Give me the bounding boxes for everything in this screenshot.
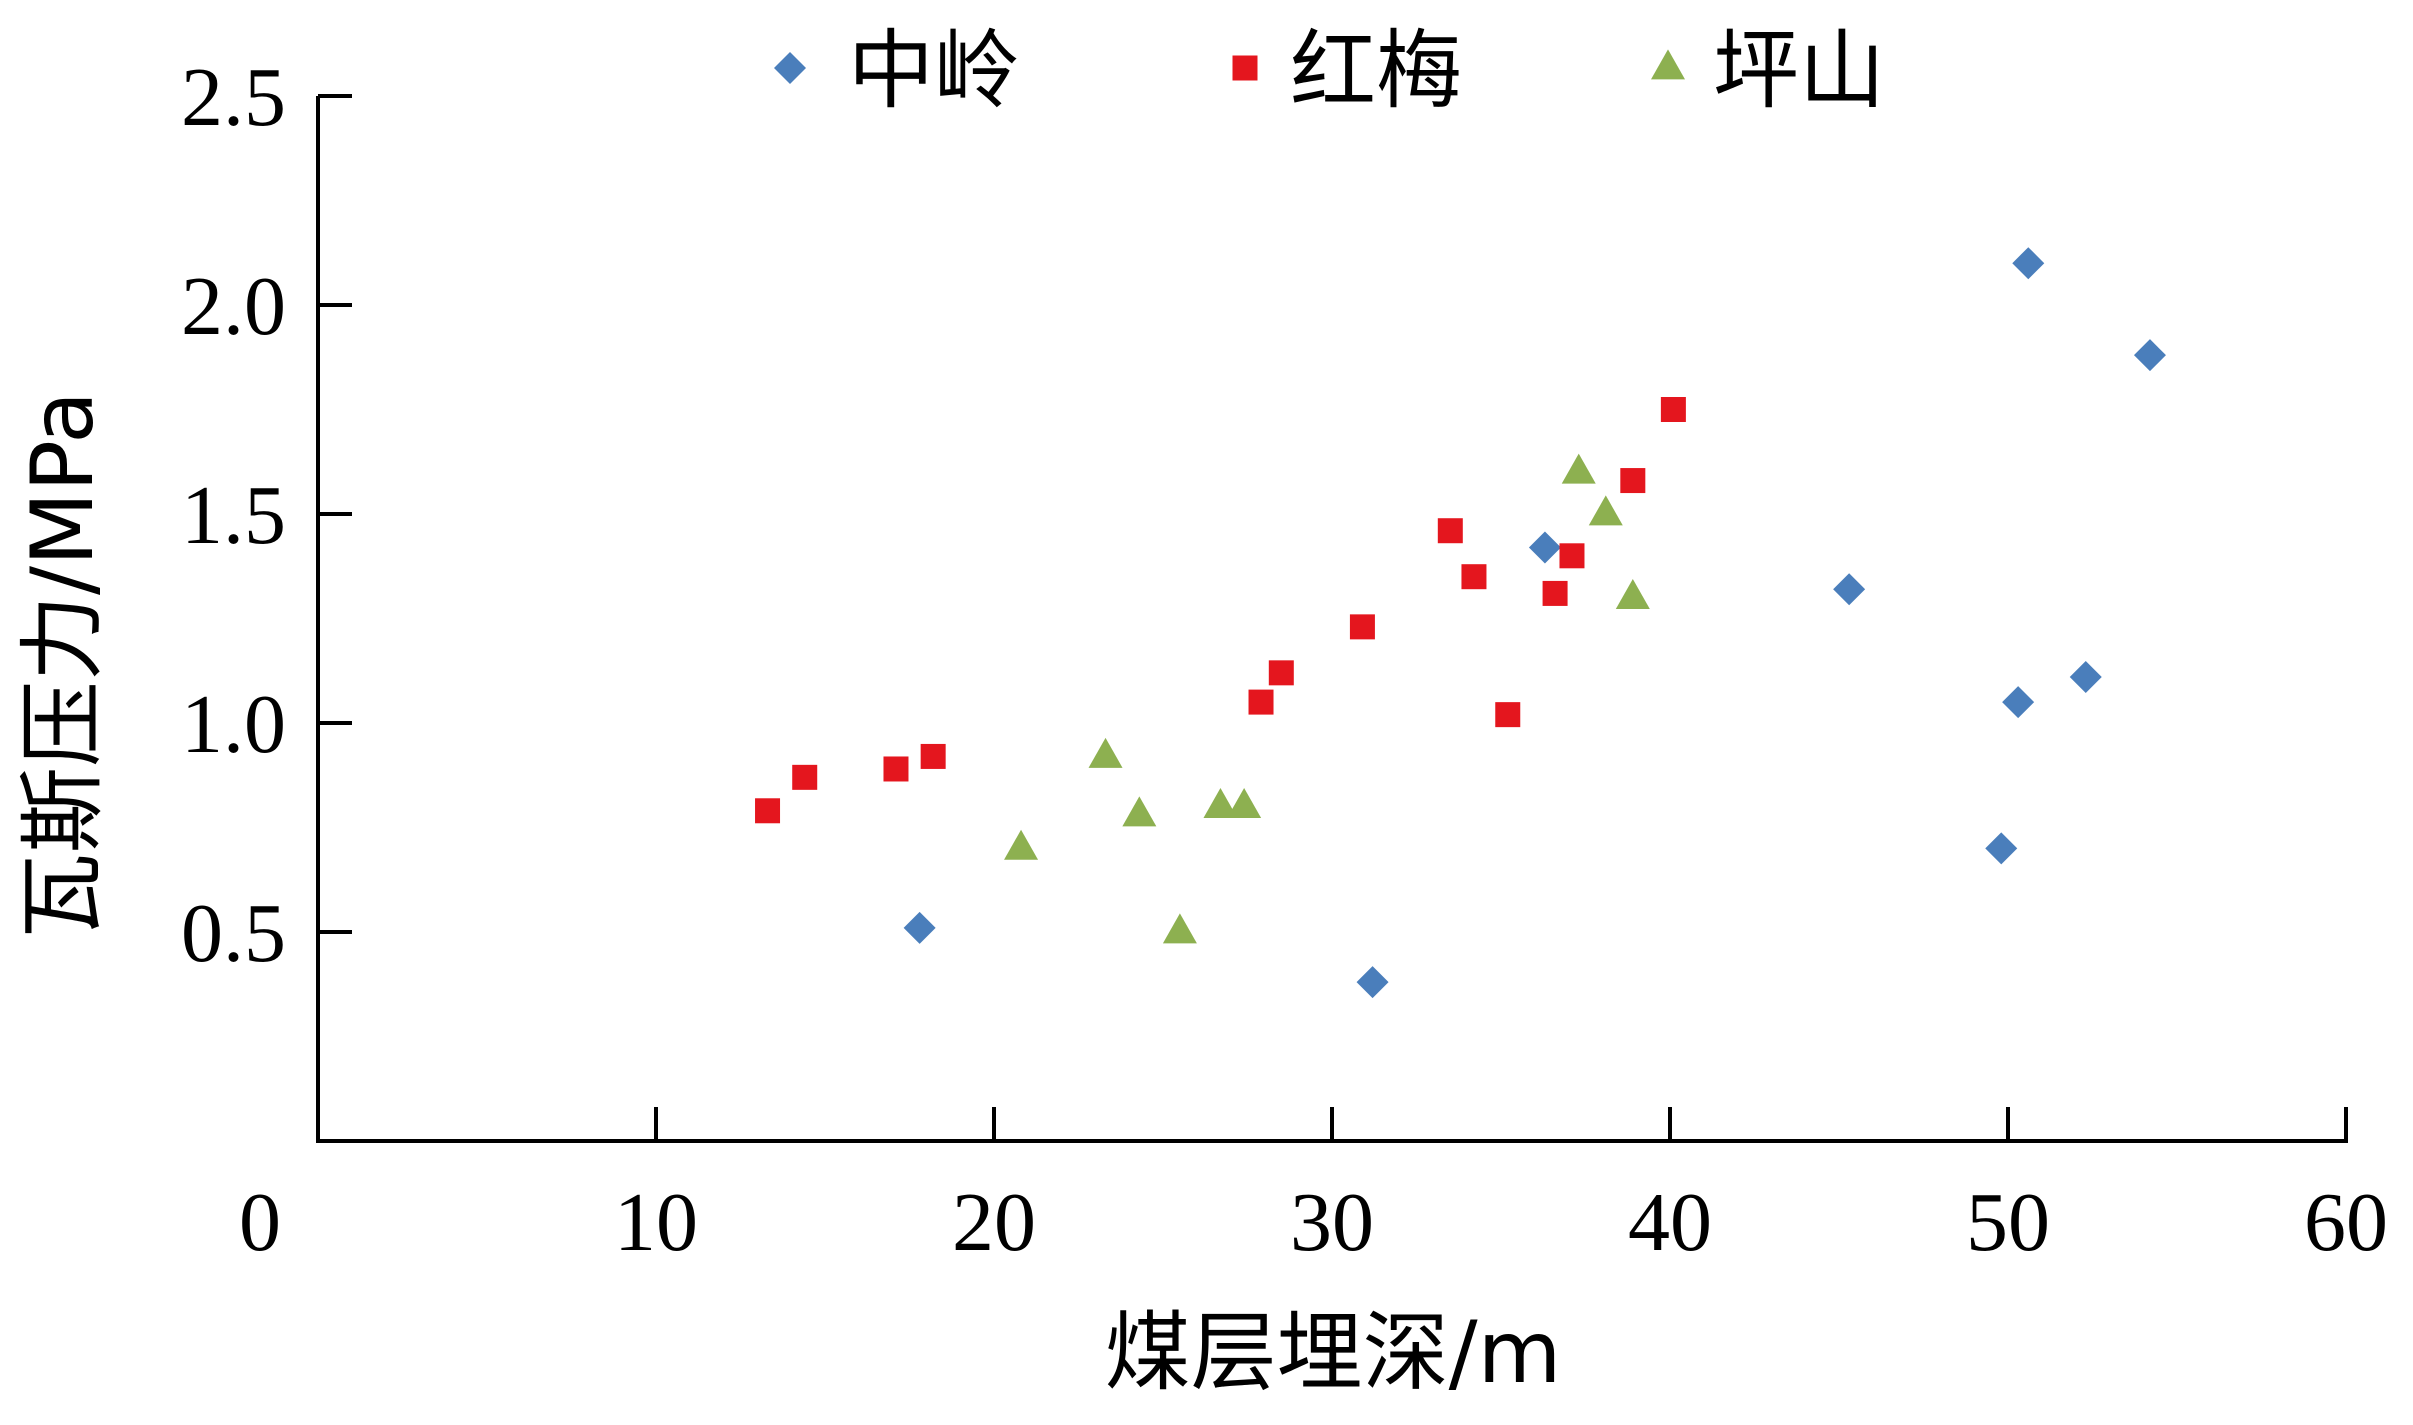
data-point: [1349, 614, 1375, 640]
data-point: [1004, 829, 1039, 860]
data-point: [1495, 702, 1521, 728]
data-point: [1833, 573, 1866, 606]
x-tick-label: 40: [1628, 1176, 1712, 1269]
data-points: [755, 247, 2166, 999]
legend: 中岭 红梅 坪山: [774, 21, 1885, 121]
data-point: [903, 911, 936, 944]
legend-label: 坪山: [1713, 21, 1885, 121]
data-point: [1660, 397, 1686, 422]
y-tick-label: 2.5: [181, 51, 286, 144]
data-point: [1588, 495, 1623, 526]
series-1: [755, 397, 1686, 824]
series-0: [903, 247, 2166, 999]
y-tick-label: 2.0: [181, 260, 286, 353]
data-point: [883, 756, 909, 782]
legend-marker: [1232, 55, 1258, 81]
legend-item: 坪山: [1651, 21, 1885, 121]
data-point: [920, 743, 946, 769]
data-point: [2012, 247, 2045, 280]
data-point: [1248, 689, 1274, 715]
data-point: [1227, 788, 1262, 818]
y-axis-title: 瓦斯压力/MPa: [13, 391, 113, 939]
legend-marker: [1651, 49, 1685, 80]
axes: [316, 96, 2348, 1143]
x-axis-title: 煤层埋深/m: [1105, 1303, 1562, 1403]
x-tick-label: 0: [239, 1176, 281, 1269]
data-point: [1268, 660, 1294, 686]
y-ticks: 0.5 1.0 1.5 2.0 2.5: [181, 51, 352, 980]
y-tick-label: 1.5: [181, 469, 286, 562]
legend-marker: [774, 52, 806, 84]
data-point: [1615, 579, 1650, 609]
data-point: [1088, 737, 1123, 768]
legend-item: 红梅: [1232, 21, 1462, 121]
data-point: [755, 798, 781, 824]
data-point: [1162, 913, 1197, 944]
y-tick-label: 1.0: [181, 678, 286, 771]
data-point: [2002, 686, 2035, 719]
data-point: [1561, 453, 1596, 484]
x-tick-label: 10: [614, 1176, 698, 1269]
x-tick-label: 30: [1290, 1176, 1374, 1269]
x-ticks: 0 10 20 30 40 50 60: [239, 1107, 2388, 1269]
series-2: [1004, 453, 1650, 944]
data-point: [1203, 788, 1238, 818]
data-point: [1122, 796, 1157, 827]
x-tick-label: 60: [2304, 1176, 2388, 1269]
data-point: [1461, 564, 1487, 590]
legend-item: 中岭: [774, 21, 1020, 121]
x-tick-label: 20: [952, 1176, 1036, 1269]
legend-label: 红梅: [1290, 21, 1462, 121]
legend-label: 中岭: [848, 21, 1020, 121]
data-point: [1356, 966, 1389, 999]
data-point: [792, 764, 818, 790]
data-point: [2133, 339, 2166, 372]
data-point: [1542, 580, 1568, 606]
data-point: [1528, 531, 1561, 564]
data-point: [1985, 832, 2018, 865]
data-point: [1620, 468, 1646, 494]
x-tick-label: 50: [1966, 1176, 2050, 1269]
data-point: [2069, 661, 2102, 694]
data-point: [1559, 543, 1585, 569]
data-point: [1437, 518, 1463, 544]
y-tick-label: 0.5: [181, 887, 286, 980]
